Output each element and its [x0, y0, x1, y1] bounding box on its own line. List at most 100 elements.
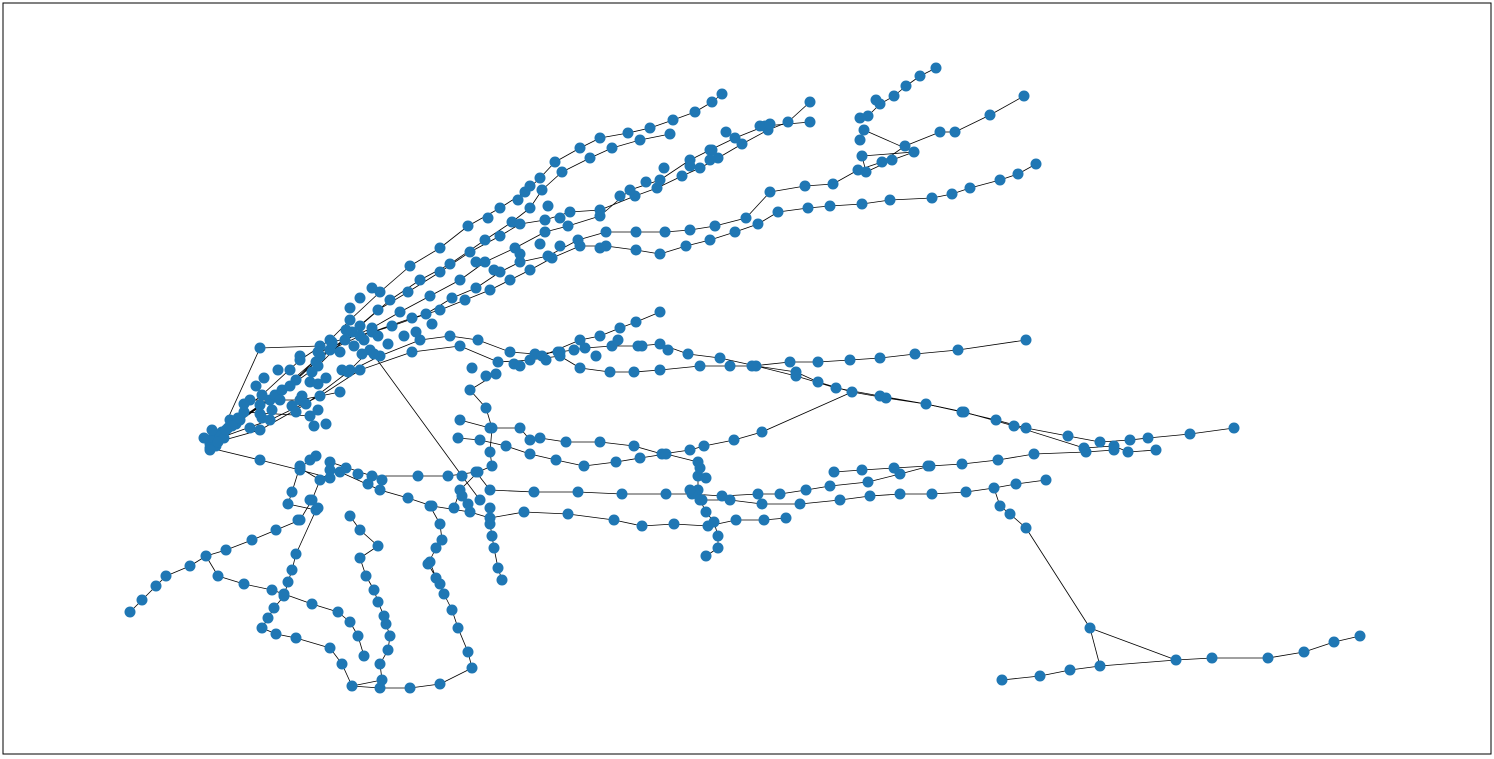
graph-node [854, 134, 866, 146]
graph-node [654, 174, 666, 186]
graph-node [1084, 622, 1096, 634]
graph-node [238, 578, 250, 590]
graph-node [594, 210, 606, 222]
graph-node [474, 434, 486, 446]
graph-edge [954, 114, 991, 133]
graph-node [680, 240, 692, 252]
graph-node [310, 450, 322, 462]
graph-node [434, 578, 446, 590]
graph-node [562, 220, 574, 232]
graph-node [386, 320, 398, 332]
graph-node [534, 172, 546, 184]
graph-node [374, 484, 386, 496]
graph-node [1020, 334, 1032, 346]
graph-edge [261, 359, 301, 396]
graph-node [484, 284, 496, 296]
graph-node [634, 452, 646, 464]
graph-node [870, 94, 882, 106]
graph-node [668, 518, 680, 530]
graph-node [320, 418, 332, 430]
graph-node [844, 354, 856, 366]
graph-node [348, 340, 360, 352]
graph-node [368, 348, 380, 360]
graph-node [1328, 636, 1340, 648]
graph-node [654, 306, 666, 318]
graph-node [380, 618, 392, 630]
graph-node [756, 426, 768, 438]
graph-node [824, 200, 836, 212]
graph-node [634, 134, 646, 146]
graph-node [266, 404, 278, 416]
graph-node [922, 460, 934, 472]
graph-node [494, 202, 506, 214]
graph-node [1262, 652, 1274, 664]
graph-node [534, 238, 546, 250]
graph-node [256, 389, 268, 401]
graph-node [372, 540, 384, 552]
graph-node [568, 344, 580, 356]
graph-edge [259, 459, 301, 471]
graph-node [368, 584, 380, 596]
graph-node [398, 330, 410, 342]
graph-edge [989, 95, 1025, 116]
graph-node [812, 356, 824, 368]
graph-edge [889, 197, 933, 201]
graph-node [694, 360, 706, 372]
graph-node [846, 386, 858, 398]
graph-node [628, 366, 640, 378]
graph-edge [673, 523, 709, 527]
graph-edge [829, 481, 869, 487]
graph-edge [439, 225, 469, 249]
graph-edge [997, 453, 1035, 461]
graph-node [344, 302, 356, 314]
graph-node [964, 182, 976, 194]
graph-node [636, 520, 648, 532]
graph-node [706, 96, 718, 108]
graph-node [504, 346, 516, 358]
graph-node [864, 490, 876, 502]
graph-node [198, 432, 210, 444]
graph-node [306, 598, 318, 610]
graph-node [340, 324, 352, 336]
graph-node [988, 482, 1000, 494]
graph-node [354, 292, 366, 304]
graph-node [578, 460, 590, 472]
graph-node [1004, 508, 1016, 520]
graph-node [856, 150, 868, 162]
graph-edge [599, 441, 635, 447]
graph-node [654, 248, 666, 260]
graph-node [356, 348, 368, 360]
nodes-layer [124, 62, 1366, 694]
graph-node [556, 166, 568, 178]
graph-edge [769, 185, 806, 193]
graph-edge [745, 191, 771, 219]
graph-node [362, 478, 374, 490]
graph-node [160, 570, 172, 582]
graph-node [496, 574, 508, 586]
graph-node [339, 334, 351, 346]
graph-node [1094, 660, 1106, 672]
graph-node [486, 460, 498, 472]
graph-node [136, 594, 148, 606]
graph-node [444, 330, 456, 342]
graph-node [610, 456, 622, 468]
graph-node [324, 472, 336, 484]
graph-edge [339, 471, 381, 491]
graph-node [830, 382, 842, 394]
graph-node [1206, 652, 1218, 664]
graph-node [630, 316, 642, 328]
graph-node [728, 434, 740, 446]
graph-node [662, 344, 674, 356]
graph-node [772, 206, 784, 218]
graph-node [324, 642, 336, 654]
graph-node [802, 202, 814, 214]
graph-edge [904, 131, 941, 147]
graph-node [524, 434, 536, 446]
graph-node [774, 488, 786, 500]
graph-node [492, 356, 504, 368]
graph-node [352, 468, 364, 480]
graph-node [549, 156, 561, 168]
graph-node [708, 516, 720, 528]
graph-node [764, 118, 776, 130]
graph-node [470, 466, 482, 478]
